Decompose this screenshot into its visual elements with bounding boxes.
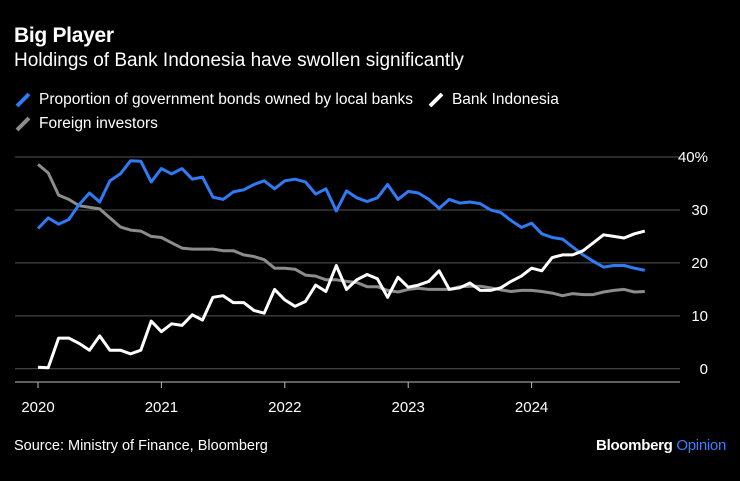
brand-name: Bloomberg xyxy=(596,437,673,454)
line-bank-indonesia xyxy=(37,229,646,370)
chart-subtitle: Holdings of Bank Indonesia have swollen … xyxy=(14,50,464,71)
legend-item-local-banks: Proportion of government bonds owned by … xyxy=(14,91,413,109)
y-axis-ticks: 0 10 20 30 40% xyxy=(678,149,708,378)
y-tick-label: 40% xyxy=(678,149,708,166)
chart-title: Big Player xyxy=(14,24,114,47)
y-tick-label: 0 xyxy=(700,361,708,378)
x-tick-label: 2023 xyxy=(392,399,425,416)
legend-swatch-foreign xyxy=(15,116,31,132)
legend: Proportion of government bonds owned by … xyxy=(14,88,714,136)
legend-label-local-banks: Proportion of government bonds owned by … xyxy=(39,91,413,108)
x-tick-label: 2022 xyxy=(268,399,301,416)
y-tick-label: 20 xyxy=(691,255,708,272)
legend-swatch-local-banks xyxy=(15,92,31,108)
gridlines xyxy=(15,156,680,383)
brand-suffix: Opinion xyxy=(676,437,726,454)
x-tick-label: 2021 xyxy=(145,399,178,416)
legend-item-bank-indonesia: Bank Indonesia xyxy=(427,91,559,109)
y-tick-label: 30 xyxy=(691,202,708,219)
brand-logo: Bloomberg Opinion xyxy=(596,437,726,454)
x-tick-label: 2020 xyxy=(21,399,54,416)
source-note: Source: Ministry of Finance, Bloomberg xyxy=(14,438,268,454)
series-lines xyxy=(36,159,646,370)
line-local-banks xyxy=(36,159,646,272)
legend-label-foreign: Foreign investors xyxy=(39,115,158,132)
x-tick-label: 2024 xyxy=(515,399,548,416)
legend-swatch-bank-indonesia xyxy=(428,92,444,108)
y-tick-label: 10 xyxy=(691,308,708,325)
legend-item-foreign: Foreign investors xyxy=(14,115,158,133)
legend-label-bank-indonesia: Bank Indonesia xyxy=(451,91,559,108)
x-axis-ticks: 2020 2021 2022 2023 2024 xyxy=(21,382,548,416)
